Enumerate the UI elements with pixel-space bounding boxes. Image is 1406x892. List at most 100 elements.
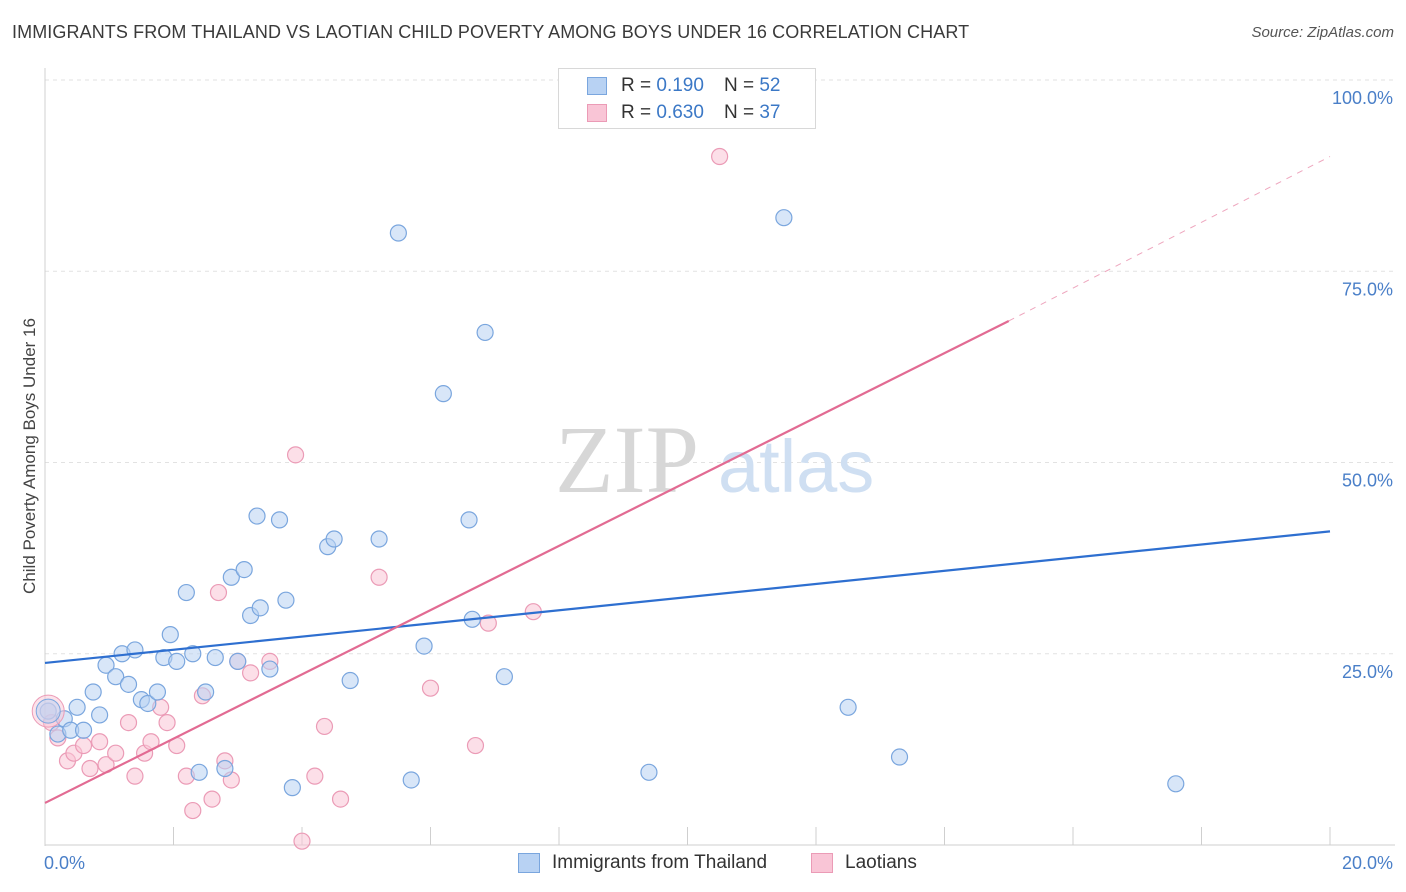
legend-n-label: N = [723, 75, 755, 96]
legend-swatch-thailand [587, 77, 607, 95]
thailand-point [283, 779, 301, 797]
y-tick-label: 75.0% [1342, 279, 1393, 299]
legend-row-thailand: R = 0.190 N = 52 [587, 75, 780, 97]
thailand-point [68, 698, 86, 716]
thailand-point [495, 668, 513, 686]
laotian-point [479, 614, 497, 632]
thailand-point [126, 641, 144, 659]
y-tick-label: 25.0% [1342, 662, 1393, 682]
watermark-zip: ZIP [555, 406, 699, 513]
thailand-point [261, 660, 279, 678]
x-tick-label: 20.0% [1342, 853, 1393, 873]
thailand-point [402, 771, 420, 789]
laotian-point [158, 713, 176, 732]
y-tick-label: 50.0% [1342, 471, 1393, 491]
source-label: Source: ZipAtlas.com [1251, 24, 1394, 41]
laotian-point [421, 679, 440, 697]
legend-r-value: 0.190 [656, 75, 704, 96]
laotian-point [711, 147, 729, 166]
laotian-point [293, 832, 311, 850]
correlation-legend: R = 0.190 N = 52 R = 0.630 N = 37 [558, 68, 816, 129]
laotian-point [331, 790, 350, 808]
legend-n-label: N = [723, 102, 755, 123]
chart-title: IMMIGRANTS FROM THAILAND VS LAOTIAN CHIL… [12, 22, 970, 42]
y-axis-label: Child Poverty Among Boys Under 16 [20, 318, 39, 594]
legend-n-value: 37 [759, 102, 781, 123]
thailand-point [270, 511, 289, 529]
thailand-point [370, 530, 388, 548]
thailand-point [415, 637, 433, 655]
thailand-point [177, 583, 195, 602]
thailand-point [74, 721, 93, 739]
thailand-point [184, 645, 202, 663]
thailand-point [197, 683, 215, 701]
thailand-point [460, 511, 478, 529]
legend-swatch-laotian [587, 104, 607, 122]
laotian-point [91, 733, 109, 751]
laotian-point [315, 717, 334, 736]
thailand-point [341, 671, 359, 690]
thailand-point [775, 209, 793, 227]
thailand-point [222, 568, 240, 586]
thailand-point [277, 591, 295, 609]
legend-row-laotian: R = 0.630 N = 37 [587, 102, 780, 124]
thailand-point [139, 694, 157, 713]
thailand-point [248, 507, 266, 525]
thailand-point [476, 323, 494, 342]
thailand-cluster-point [35, 698, 61, 724]
thailand-point [1167, 775, 1185, 793]
series-swatch-laotian [811, 853, 833, 873]
laotian-point [209, 583, 228, 602]
laotian-point [242, 664, 260, 682]
series-legend-label: Immigrants from Thailand [552, 852, 768, 873]
thailand-point [434, 385, 452, 403]
laotian-point [203, 790, 221, 808]
thailand-trend-line [44, 530, 1331, 665]
thailand-point [91, 706, 109, 724]
laotian-point [306, 767, 324, 785]
legend-n-value: 52 [759, 75, 781, 96]
thailand-point [229, 652, 247, 671]
laotian-point [286, 446, 305, 464]
thailand-point [389, 224, 407, 242]
thailand-point [890, 748, 909, 766]
series-legend: Immigrants from Thailand Laotians [0, 852, 1406, 878]
legend-r-label: R = [621, 75, 652, 96]
series-legend-thailand[interactable]: Immigrants from Thailand [518, 852, 767, 874]
x-tick-label: 0.0% [44, 853, 85, 873]
laotian-point [81, 759, 99, 778]
thailand-point [161, 626, 179, 644]
thailand-point [190, 763, 208, 781]
thailand-point [84, 683, 102, 701]
thailand-point [107, 668, 125, 686]
laotian-point [370, 568, 388, 586]
points-layer [31, 147, 1185, 850]
thailand-point [325, 530, 343, 548]
thailand-point [216, 759, 234, 778]
laotian-trend-line [44, 319, 1010, 804]
laotian-point [466, 736, 485, 755]
thailand-point [251, 599, 269, 617]
laotian-trend-extension [1008, 156, 1331, 322]
laotian-point [107, 744, 125, 762]
watermark-atlas: atlas [718, 425, 874, 508]
thailand-point [640, 763, 658, 781]
laotian-point [184, 801, 202, 820]
legend-r-label: R = [621, 102, 652, 123]
legend-r-value: 0.630 [656, 102, 704, 123]
laotian-point [126, 767, 144, 785]
thailand-point [119, 675, 138, 693]
thailand-point [168, 652, 186, 671]
tick-label-layer: 25.0% 50.0% 75.0% 100.0% 0.0% 20.0% [44, 88, 1393, 873]
y-tick-label: 100.0% [1332, 88, 1393, 108]
series-legend-laotian[interactable]: Laotians [811, 852, 917, 874]
laotian-point [74, 736, 93, 755]
series-legend-label: Laotians [845, 852, 917, 873]
thailand-point [206, 648, 224, 667]
thailand-point [235, 560, 253, 579]
laotian-point [119, 713, 138, 732]
series-swatch-thailand [518, 853, 540, 873]
thailand-point [839, 698, 857, 716]
thailand-point [148, 683, 167, 701]
